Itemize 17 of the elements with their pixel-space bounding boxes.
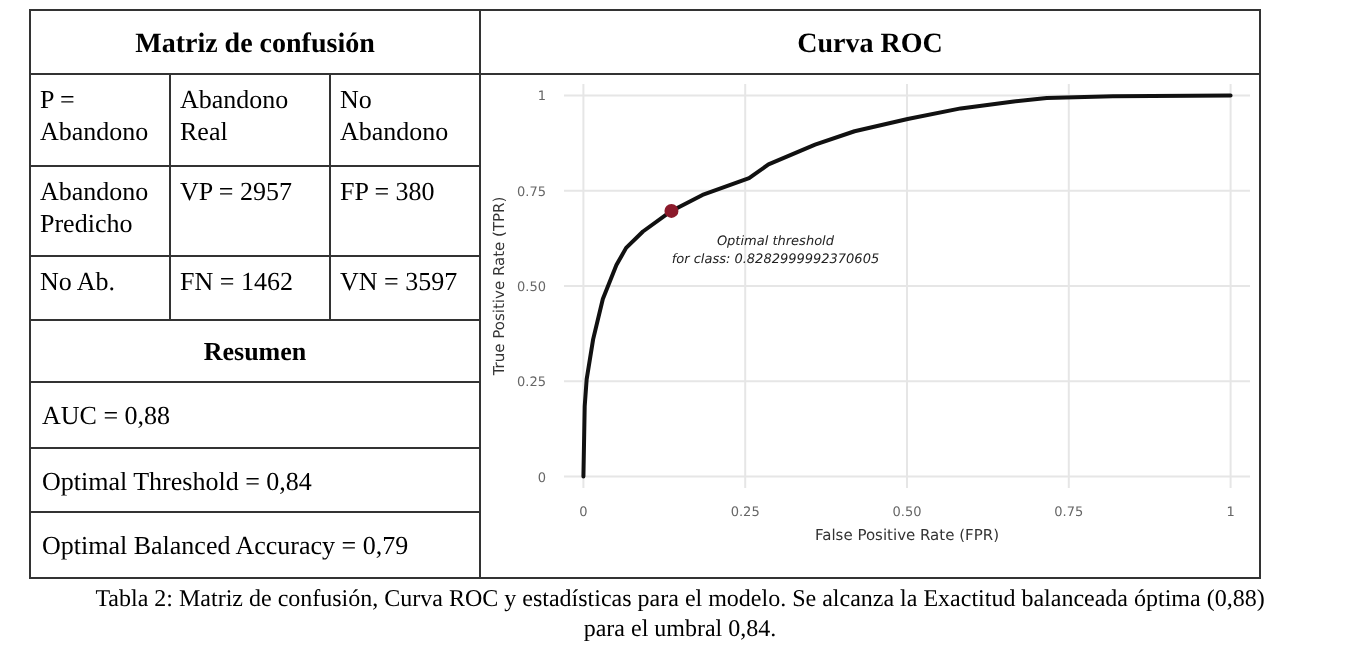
- text: Resumen: [203, 336, 308, 366]
- text: AUC = 0,88: [42, 400, 171, 430]
- text: No Ab.: [40, 266, 116, 296]
- text: Abandono Predicho: [40, 176, 149, 238]
- text: Abandono Real: [180, 84, 289, 146]
- text: FP = 380: [340, 176, 435, 206]
- text: Matriz de confusión: [135, 30, 376, 60]
- text: Tabla 2: Matriz de confusión, Curva ROC y estadísticas para el modelo. Se alcanza la Exactitud balanceada óptima (0,88) para el umbral 0,84.: [95, 584, 1265, 642]
- text: Optimal Balanced Accuracy = 0,79: [42, 530, 409, 560]
- text: No Abandono: [340, 84, 449, 146]
- text: VP = 2957: [180, 176, 293, 206]
- text: VN = 3597: [340, 266, 459, 296]
- chart-title: Curva ROC: [797, 30, 943, 60]
- line-series: [581, 93, 1233, 479]
- text: Optimal Threshold = 0,84: [42, 466, 313, 496]
- text: FN = 1462: [180, 266, 293, 296]
- text: P = Abandono: [40, 84, 149, 146]
